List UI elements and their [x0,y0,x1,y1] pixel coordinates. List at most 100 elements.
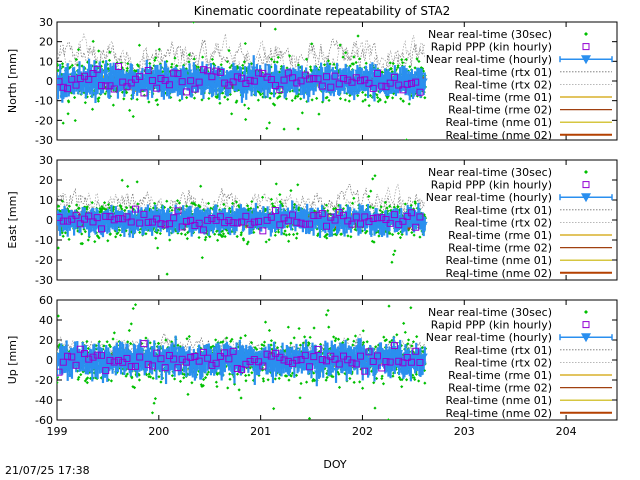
data-point [93,214,101,222]
legend-swatch [582,43,590,51]
chart-title: Kinematic coordinate repeatability of ST… [194,4,450,18]
data-point [380,376,384,381]
data-point [268,96,272,100]
data-point [372,240,376,244]
data-point [114,235,118,239]
data-point [363,93,368,97]
data-point [133,303,138,307]
legend-swatch [581,55,591,65]
data-point [297,219,305,227]
data-point [120,178,124,182]
data-point [228,206,232,210]
data-point [267,328,272,333]
data-point [246,240,250,244]
data-point [89,70,97,78]
data-point [61,65,65,69]
data-point [298,396,302,400]
data-point [304,57,309,61]
data-point [324,378,328,382]
data-point [165,272,169,276]
data-point [100,207,104,211]
data-point [76,220,84,228]
data-point [334,74,341,80]
data-point [399,217,407,225]
data-point [135,97,139,102]
data-point [365,79,373,87]
legend-label: Real-time (nme 02) [445,267,552,280]
data-point [377,234,381,238]
data-point [157,75,165,83]
data-point [416,88,424,96]
data-point [97,82,105,90]
data-point [396,65,400,70]
data-point [85,75,93,83]
data-point [60,62,65,66]
data-point [214,338,218,342]
data-point [111,337,115,341]
y-tick-label: 10 [39,194,53,207]
data-point [390,232,395,237]
data-point [155,231,159,235]
data-point [313,378,317,383]
data-point [225,60,230,64]
data-point [228,377,232,381]
data-point [341,207,345,211]
legend-label: Near real-time (hourly) [426,191,552,204]
data-point [117,228,122,232]
data-point [257,373,261,378]
data-point [226,386,230,390]
data-point [338,43,342,47]
legend-swatch [584,170,588,174]
data-point [191,222,199,230]
data-point [306,88,313,94]
data-point [131,114,135,119]
data-point [164,338,168,342]
data-point [199,184,203,188]
data-point [343,98,347,102]
data-point [314,75,322,83]
data-point [390,96,395,100]
data-point [262,207,267,211]
data-point [229,78,237,86]
data-point [400,232,404,237]
data-point [283,229,287,233]
data-point [68,65,72,69]
series-rtx-2 [57,32,426,81]
data-point [290,98,294,103]
data-point [216,213,224,221]
data-point [363,98,367,102]
data-point [331,72,339,80]
data-point [80,232,84,236]
data-point [325,95,329,100]
data-point [242,60,246,64]
data-point [193,203,198,207]
data-point [409,203,413,208]
data-point [165,199,169,203]
data-point [310,42,314,46]
data-point [151,206,156,210]
data-point [378,82,386,90]
data-point [238,74,246,82]
data-point [314,211,322,219]
data-point [206,201,211,205]
data-point [396,64,400,68]
data-point [421,69,426,73]
data-point [318,82,326,90]
data-point [246,76,254,84]
data-point [64,85,72,93]
data-point [260,195,265,199]
data-point [310,75,318,83]
data-point [400,214,404,218]
data-point [291,232,296,237]
data-point [201,55,205,59]
data-point [265,126,269,130]
data-point [187,334,191,339]
data-point [353,227,357,232]
data-point [144,232,148,236]
data-point [363,231,368,235]
data-point [312,326,316,330]
data-point [88,376,93,380]
data-point [311,377,316,382]
legend-label: Rapid PPP (kin hourly) [431,41,552,54]
data-point [243,103,247,107]
